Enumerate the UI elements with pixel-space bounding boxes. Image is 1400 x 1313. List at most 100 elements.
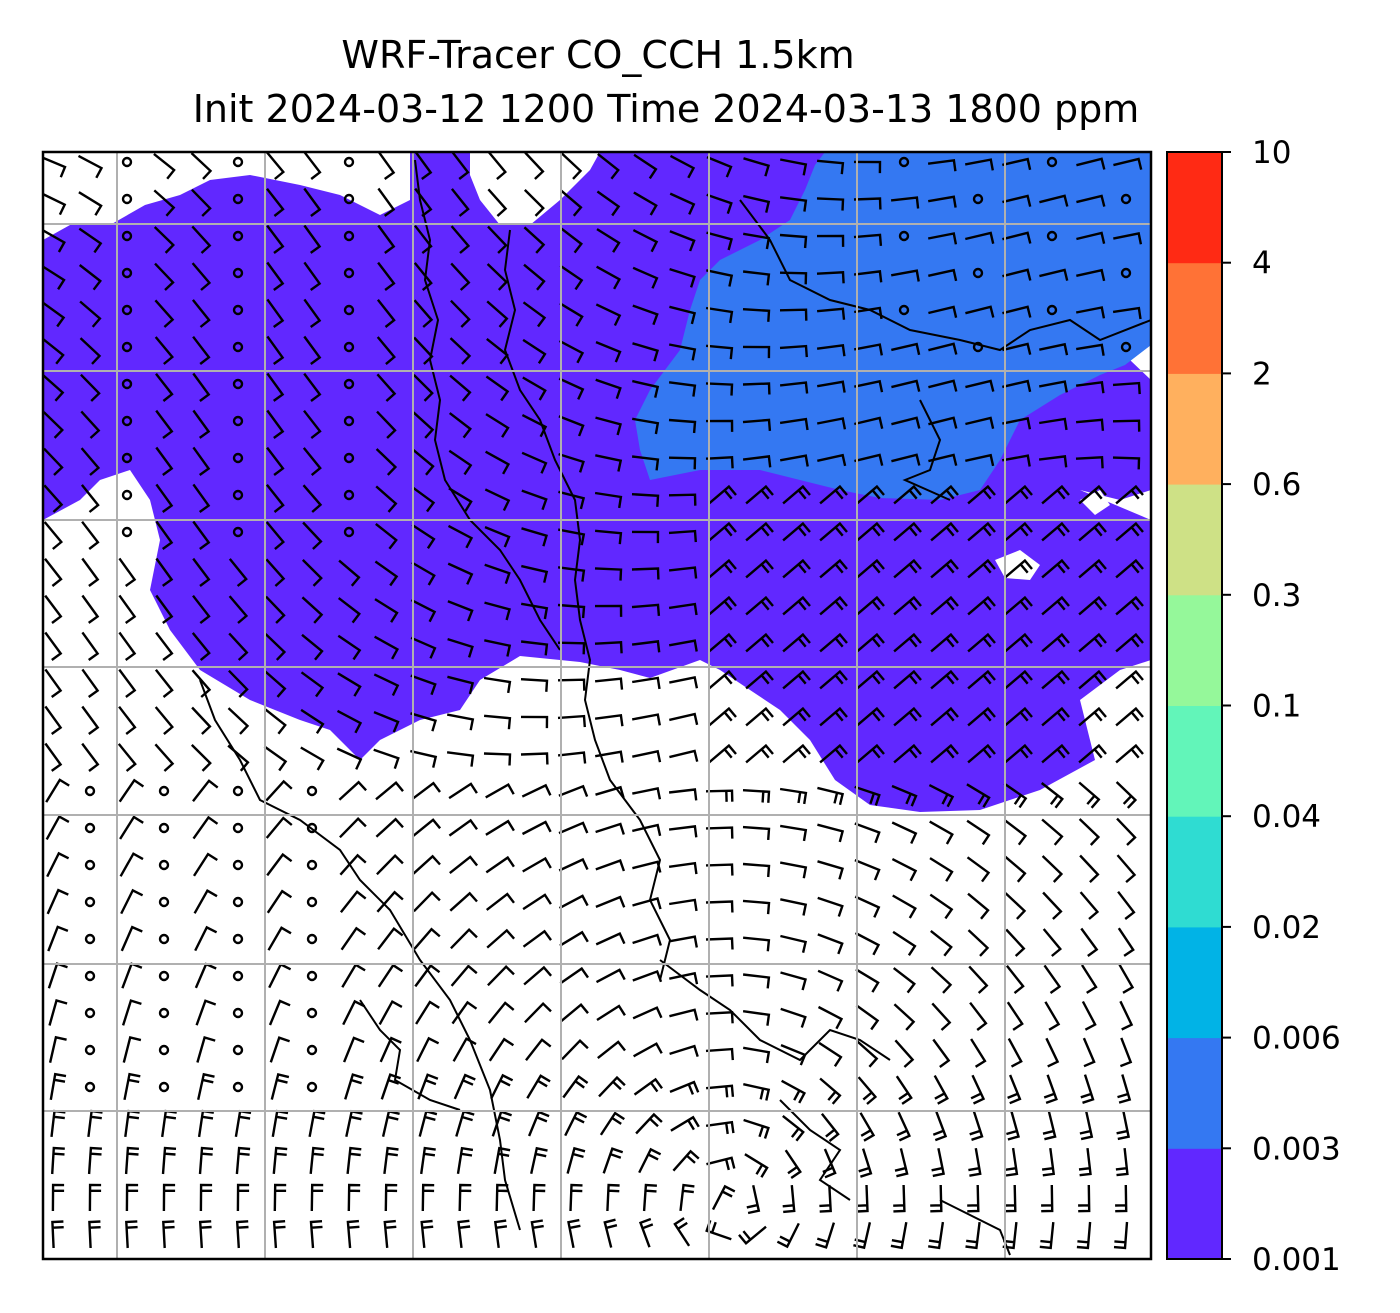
wind-barb (930, 1184, 943, 1213)
wind-barb (816, 417, 847, 430)
wind-barb (632, 933, 662, 946)
wind-barb (595, 416, 622, 436)
wind-barb (1115, 484, 1144, 505)
wind-barb (410, 712, 437, 732)
wind-barb (336, 709, 363, 734)
wind-barb (969, 1111, 984, 1141)
wind-barb (410, 674, 437, 696)
wind-barb (457, 1219, 471, 1249)
calm-marker (232, 267, 244, 279)
wind-barb (668, 566, 698, 579)
wind-barb (264, 633, 287, 661)
wind-barb (1006, 1111, 1020, 1141)
wind-barb (567, 1218, 581, 1249)
colorbar-tick-label-0: 0.001 (1252, 1242, 1341, 1278)
wind-barb (228, 558, 248, 587)
wind-barb (779, 196, 808, 212)
wind-barb (1116, 817, 1137, 846)
wind-barb (154, 743, 175, 772)
calm-marker (158, 1044, 170, 1056)
calm-marker (158, 970, 170, 982)
wind-barb (967, 595, 996, 616)
calm-marker (343, 415, 355, 427)
wind-barb (742, 789, 771, 803)
wind-barb (412, 854, 441, 875)
wind-barb (81, 594, 100, 624)
wind-barb (632, 229, 659, 253)
wind-barb (155, 594, 174, 624)
wind-barb (1112, 456, 1141, 470)
wind-barb (668, 935, 698, 948)
wind-barb (602, 1147, 624, 1174)
wind-barb (1041, 595, 1070, 616)
wind-barb (557, 603, 586, 619)
wind-barb (521, 451, 548, 474)
wind-barb (1002, 379, 1032, 393)
wind-barb (566, 1146, 586, 1174)
wind-barb (266, 852, 293, 877)
wind-barb (1115, 595, 1144, 616)
wind-barb (48, 999, 68, 1026)
wind-barb (266, 298, 285, 328)
wind-barb (782, 1114, 805, 1142)
wind-barb (81, 705, 100, 735)
wind-barb (155, 631, 174, 661)
wind-barb (597, 152, 620, 180)
calm-marker (121, 230, 133, 242)
wind-barb (122, 1035, 142, 1063)
wind-barb (447, 637, 474, 658)
colorbar-band-9 (1167, 152, 1222, 264)
wind-barb (819, 632, 848, 653)
wind-barb (1115, 558, 1144, 579)
wind-barb (742, 1010, 771, 1026)
wind-barb (782, 743, 811, 764)
wind-barb (965, 231, 995, 244)
wind-barb (967, 929, 990, 957)
wind-barb (633, 191, 658, 216)
wind-barb (632, 823, 662, 837)
wind-barb (522, 301, 547, 328)
wind-barb (412, 818, 442, 838)
wind-barb (154, 706, 174, 736)
wind-barb (631, 455, 660, 471)
wind-barb (44, 668, 63, 698)
wind-barb (854, 379, 884, 393)
wind-barb (893, 521, 922, 542)
wind-barb (854, 453, 884, 466)
wind-barb (892, 894, 917, 919)
wind-barb (1115, 669, 1144, 690)
wind-barb (1078, 521, 1107, 542)
wind-barb (521, 527, 548, 547)
wind-barb (487, 188, 508, 217)
wind-barb (414, 963, 441, 988)
wind-barb (484, 488, 511, 512)
wind-barb (816, 307, 846, 320)
wind-barb (970, 1074, 986, 1105)
wind-barb (967, 1184, 980, 1213)
calm-marker (232, 1007, 244, 1019)
wind-barb (81, 668, 100, 698)
wind-barb (746, 1185, 761, 1215)
wind-barb (598, 1075, 626, 1098)
wind-barb (192, 483, 211, 513)
wind-barb (856, 669, 885, 690)
wind-barb (119, 852, 144, 877)
colorbar-tick-label-5: 0.1 (1252, 689, 1301, 725)
wind-barb (266, 261, 285, 291)
calm-marker (232, 415, 244, 427)
wind-barb (1002, 305, 1032, 318)
wind-barb (373, 710, 400, 733)
wind-barb (967, 706, 996, 727)
wind-barb (668, 788, 698, 801)
wind-barb (1076, 268, 1106, 282)
wind-barb (375, 448, 398, 476)
wind-barb (1118, 964, 1135, 994)
wind-barb (1119, 1037, 1133, 1068)
wind-barb (606, 1183, 620, 1212)
wind-barb (485, 782, 515, 799)
wind-barb (376, 410, 397, 439)
wind-barb (1041, 669, 1070, 690)
wind-barb (154, 262, 175, 291)
wind-barb (265, 521, 285, 551)
colorbar-band-4 (1167, 705, 1222, 817)
